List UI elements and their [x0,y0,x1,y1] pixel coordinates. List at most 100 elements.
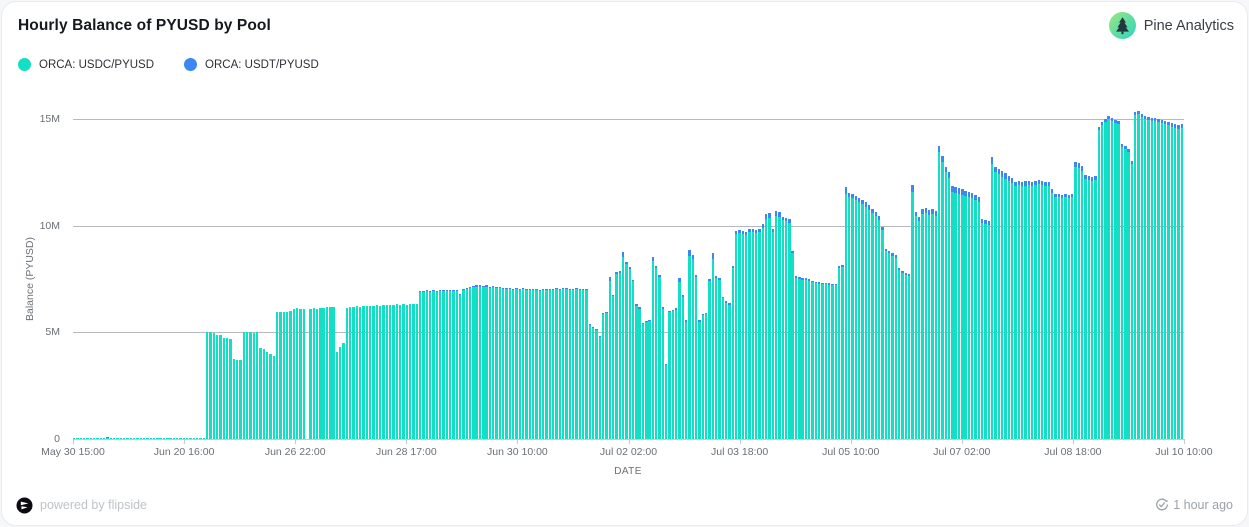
bar-segment-usdc [927,215,931,439]
bar-segment-usdc [1114,123,1117,439]
bar-segment-usdt [1110,117,1114,122]
bar-segment-usdc [202,437,206,439]
bar-segment-usdt [981,219,984,223]
bar-segment-usdc [169,437,172,439]
bar [389,304,392,439]
bar-segment-usdc [518,289,522,439]
bar-segment-usdc [272,355,275,439]
bar-segment-usdc [79,437,83,439]
bar-segment-usdt [455,289,458,291]
bar [398,304,402,439]
bar-segment-usdt [784,218,788,222]
bar-segment-usdc [974,200,977,439]
bar [1114,120,1117,439]
bar [681,295,685,439]
bar [465,287,468,439]
bar [1027,180,1031,439]
bar-segment-usdc [871,212,874,439]
powered-by[interactable]: powered by flipside [16,497,147,514]
page-title: Hourly Balance of PYUSD by Pool [18,17,271,34]
bar-segment-usdt [921,208,924,214]
bar-segment-usdc [462,289,465,439]
bar [89,437,92,439]
bar-segment-usdt [515,287,518,289]
bar-segment-usdc [146,437,149,439]
bar-segment-usdc [349,306,352,439]
bar-segment-usdt [871,208,874,213]
bar-segment-usdt [1177,125,1180,129]
bar [1050,189,1054,439]
bar-segment-usdc [714,277,718,439]
bar-segment-usdc [744,235,748,439]
bar-segment-usdc [379,305,382,439]
bar [974,194,977,439]
bar-segment-usdc [132,437,136,439]
bar-segment-usdt [661,307,665,309]
bar-segment-usdt [917,217,921,222]
x-tick-mark [850,439,852,444]
bar [1160,120,1164,439]
bar-segment-usdc [1107,119,1110,439]
bar [808,279,811,439]
bar-segment-usdc [561,288,565,439]
bar-segment-usdt [665,364,668,366]
bar-segment-usdt [718,277,721,280]
bar-segment-usdc [392,304,395,439]
bar-segment-usdc [382,305,385,439]
bar-segment-usdt [528,288,532,290]
bar [558,288,562,439]
bar [665,364,668,439]
bar-segment-usdc [119,437,122,439]
bar [538,289,542,439]
bar-segment-usdc [86,437,89,439]
bar-segment-usdt [438,290,442,292]
x-tick-label: Jun 20 16:00 [153,446,215,458]
bar-segment-usdt [545,289,548,291]
bar-segment-usdc [322,307,325,439]
bar-segment-usdt [492,286,495,288]
bar-segment-usdc [987,224,991,439]
bar-segment-usdt [851,193,854,198]
bar [951,186,954,439]
bar-segment-usdt [628,267,631,270]
bar-segment-usdt [1047,181,1050,187]
bar-segment-usdc [432,291,435,439]
bar-segment-usdc [136,437,139,439]
bar-segment-usdc [951,191,954,439]
bar-segment-usdc [502,288,505,439]
bar-segment-usdc [1044,186,1047,439]
x-tick-mark [1072,439,1074,444]
bar-segment-usdt [1094,175,1097,180]
legend-label: ORCA: USDC/PYUSD [39,58,155,71]
legend-item-usdc[interactable]: ORCA: USDC/PYUSD [18,58,154,71]
bar [894,255,897,439]
bar-segment-usdc [365,305,369,439]
last-updated[interactable]: 1 hour ago [1155,498,1233,512]
bar-segment-usdt [1144,115,1147,119]
bar-segment-usdc [162,437,166,439]
bar-segment-usdt [934,210,937,216]
bar-segment-usdc [279,312,282,439]
bar-segment-usdc [761,227,764,439]
bar [209,332,212,439]
bar-segment-usdc [199,437,202,439]
bar-segment-usdt [728,302,731,305]
bar [838,266,841,439]
bar-segment-usdt [708,279,711,282]
bar-segment-usdt [1100,122,1104,126]
bar-segment-usdc [1057,196,1060,439]
bar-segment-usdc [1160,123,1164,439]
bar-segment-usdt [498,286,502,288]
bar [405,304,408,439]
bar-segment-usdc [571,289,575,439]
bar-segment-usdt [798,277,801,279]
legend-item-usdt[interactable]: ORCA: USDT/PYUSD [184,58,319,71]
bar [202,437,206,439]
y-tick-label: 0 [54,433,60,445]
bar-segment-usdc [542,289,545,439]
bar-segment-usdt [941,156,944,162]
bar-segment-usdt [625,261,628,264]
bar [994,167,997,439]
plot-area[interactable]: May 30 15:00 Jun 20 16:00 Jun 26 22:00 Jun … [41,110,1213,458]
bar-segment-usdt [1170,123,1174,127]
